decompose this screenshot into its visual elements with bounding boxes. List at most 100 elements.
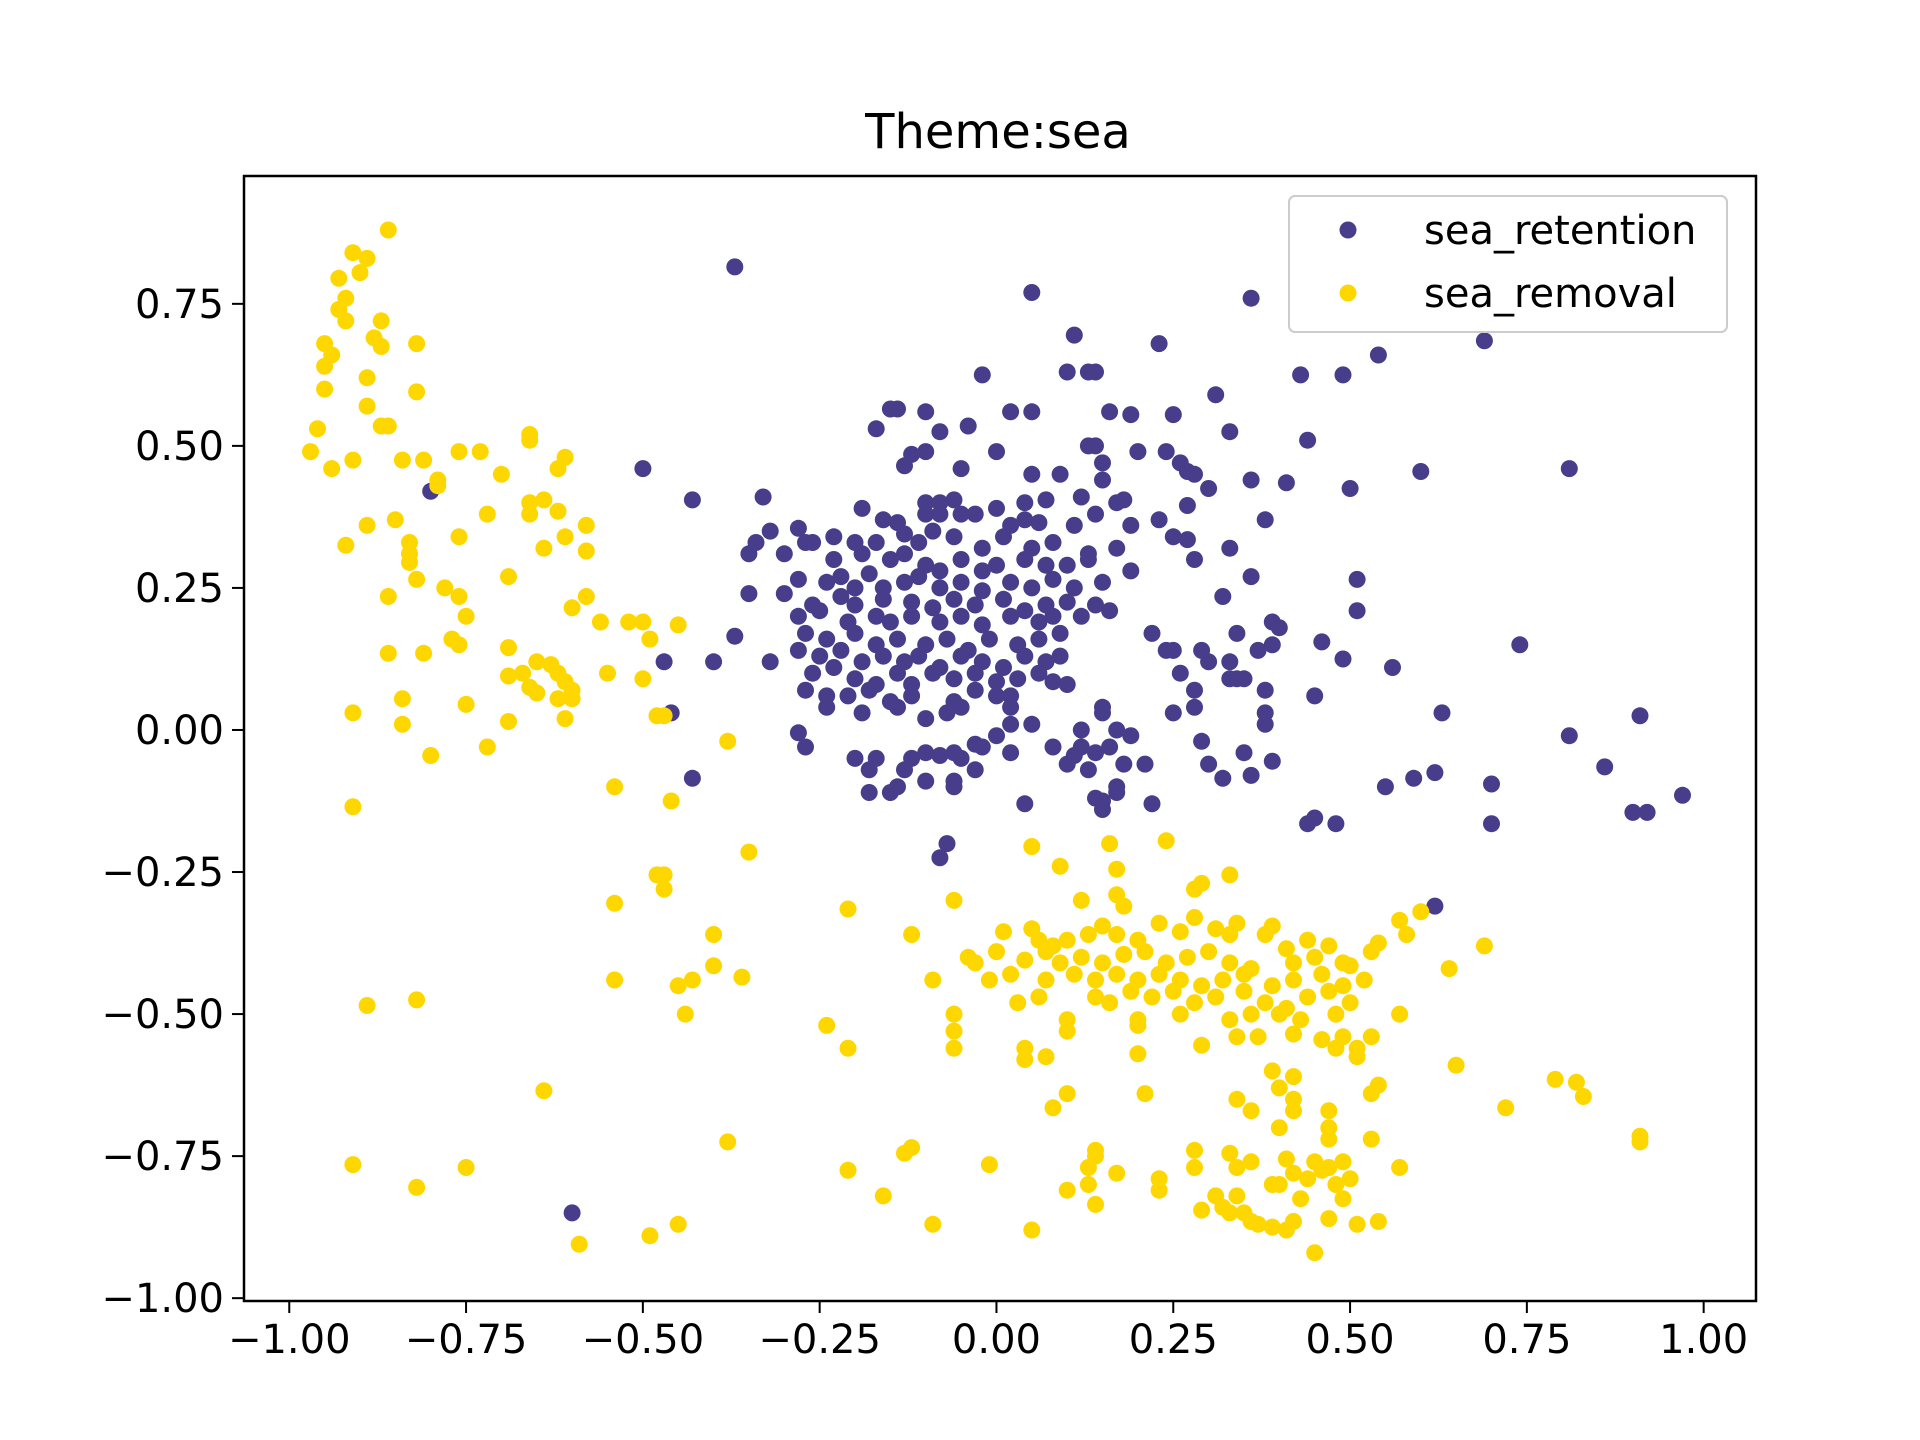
data-point	[945, 528, 963, 546]
data-point	[952, 573, 970, 591]
data-point	[634, 613, 652, 631]
data-point	[1341, 480, 1359, 497]
data-point	[1560, 460, 1578, 478]
data-point	[577, 542, 595, 560]
data-point	[1108, 778, 1126, 796]
data-point	[945, 772, 963, 790]
data-point	[931, 613, 949, 631]
data-point	[945, 670, 963, 688]
data-point	[1228, 1187, 1246, 1205]
data-point	[1334, 650, 1352, 668]
data-point	[1065, 965, 1083, 983]
data-point	[789, 641, 807, 659]
data-point	[846, 749, 864, 767]
data-point	[945, 1022, 963, 1040]
data-point	[1292, 1190, 1310, 1208]
data-point	[563, 1204, 581, 1222]
data-point	[372, 338, 390, 355]
data-point	[1263, 636, 1281, 654]
data-point	[1221, 653, 1239, 671]
data-point	[1044, 607, 1062, 625]
data-point	[1023, 715, 1041, 733]
data-point	[910, 568, 928, 586]
x-tick-label: 1.00	[1659, 1317, 1748, 1363]
data-point	[316, 380, 334, 398]
data-point	[1058, 593, 1076, 611]
data-point	[1228, 624, 1246, 642]
data-point	[1115, 897, 1133, 915]
data-point	[1058, 363, 1076, 381]
data-point	[959, 417, 977, 435]
data-point	[726, 258, 744, 276]
data-point	[705, 926, 723, 943]
data-point	[478, 738, 496, 756]
data-point	[556, 710, 574, 728]
data-point	[1143, 624, 1161, 642]
data-point	[1412, 903, 1430, 921]
data-point	[1002, 403, 1020, 421]
data-point	[337, 536, 355, 554]
data-point	[1193, 732, 1211, 750]
data-point	[457, 695, 475, 713]
data-point	[973, 539, 991, 557]
data-point	[1044, 534, 1062, 551]
data-point	[450, 443, 468, 461]
data-point	[1426, 764, 1444, 782]
data-point	[1079, 926, 1097, 943]
data-point	[1136, 943, 1154, 961]
data-point	[309, 420, 326, 438]
data-point	[874, 1187, 892, 1205]
data-point	[1334, 1153, 1352, 1171]
data-point	[1270, 619, 1288, 637]
data-point	[415, 644, 433, 662]
data-point	[761, 653, 779, 671]
data-point	[896, 761, 913, 779]
data-point	[1079, 551, 1097, 568]
data-point	[591, 613, 609, 631]
data-point	[563, 690, 581, 708]
data-point	[839, 687, 857, 705]
data-point	[1560, 727, 1578, 745]
data-point	[1214, 769, 1232, 787]
data-point	[931, 562, 949, 580]
data-point	[917, 403, 935, 421]
data-point	[910, 534, 928, 551]
data-point	[1242, 471, 1260, 489]
data-point	[1306, 809, 1324, 827]
data-point	[896, 573, 913, 591]
data-point	[1016, 511, 1034, 529]
data-point	[521, 431, 539, 449]
data-point	[1115, 755, 1133, 773]
data-point	[379, 221, 397, 239]
data-point	[945, 491, 963, 509]
data-point	[1440, 960, 1458, 978]
data-point	[973, 738, 991, 756]
data-point	[669, 1215, 687, 1233]
data-point	[917, 710, 935, 728]
data-point	[860, 565, 878, 583]
data-point	[1087, 744, 1104, 762]
data-point	[1292, 366, 1310, 384]
data-point	[655, 707, 673, 725]
data-point	[1242, 1153, 1260, 1171]
data-point	[358, 997, 376, 1014]
data-point	[1256, 715, 1274, 733]
data-point	[867, 420, 885, 438]
data-point	[867, 534, 885, 551]
data-point	[1037, 971, 1055, 989]
data-point	[1101, 403, 1119, 421]
data-point	[874, 590, 892, 608]
y-tick-label: −0.75	[101, 1134, 224, 1180]
data-point	[1065, 579, 1083, 597]
data-point	[1186, 551, 1203, 568]
data-point	[952, 551, 970, 568]
data-point	[818, 630, 836, 648]
data-point	[457, 607, 475, 625]
x-tick-label: −0.50	[582, 1317, 705, 1363]
data-point	[1299, 1170, 1317, 1188]
data-point	[775, 585, 793, 603]
data-point	[358, 397, 376, 415]
data-point	[1009, 670, 1027, 688]
data-point	[344, 704, 362, 722]
data-point	[1193, 1201, 1211, 1219]
